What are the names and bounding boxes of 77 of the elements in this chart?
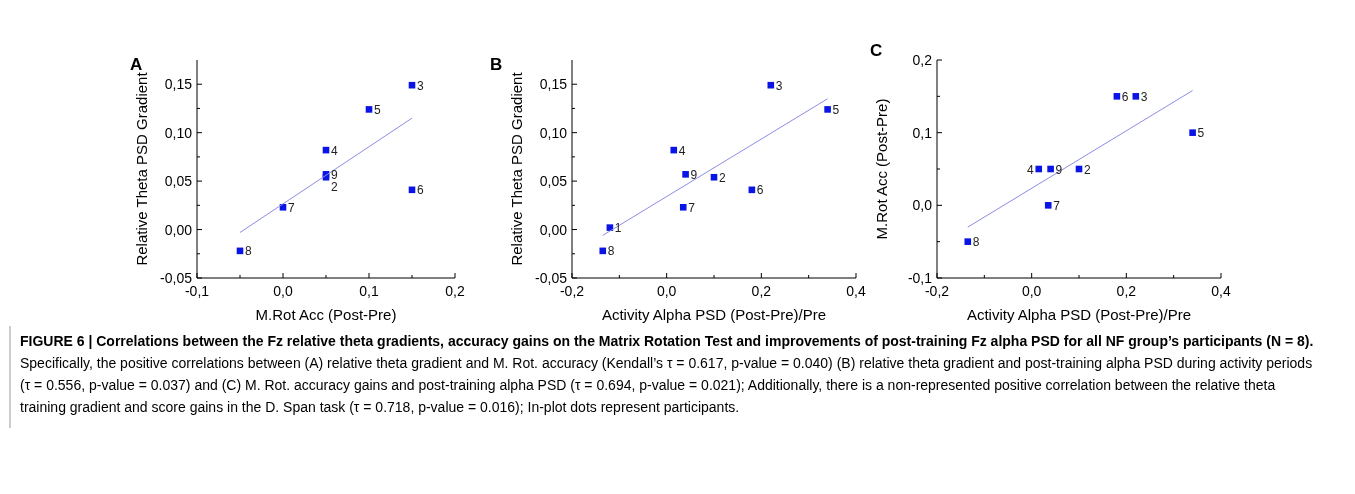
y-tick-label: 0,00 — [539, 221, 568, 238]
annotation: 3 — [775, 78, 783, 93]
x-tick-label: -0,2 — [559, 283, 585, 299]
chart-title: B — [490, 55, 503, 74]
x-axis-title: M.Rot Acc (Post-Pre) — [255, 306, 397, 323]
annotation: 8 — [607, 244, 615, 259]
x-tick-label: 0,2 — [751, 283, 772, 299]
text: Specifically, the positive correlations between (A) relative theta gradient and M. Rot. accuracy (Kendall’s τ = 0.617, p-value = 0.040) (B) relative theta gradient and post-training alpha PSD during activity periods (τ = 0.556, p-value = 0.037) and (C) M. Rot. accuracy gains and post-training alpha PSD (τ = 0.694, p-value = 0.021); Additionally, there is a non-represented positive correlation between the relative theta training gradient and score gains in the D. Span task (τ = 0.718, p-value = 0.016); In-plot dots represent participants. — [20, 355, 1313, 415]
y-axis-title: Relative Theta PSD Gradient — [133, 71, 150, 266]
y-tick-label: 0,15 — [539, 76, 568, 93]
annotation: 5 — [1197, 126, 1205, 141]
annotation: 7 — [1053, 198, 1061, 213]
point — [964, 238, 972, 245]
annotation: 2 — [1084, 162, 1091, 177]
annotation: 7 — [288, 200, 295, 215]
y-tick-label: -0,1 — [907, 270, 933, 286]
y-tick-label: -0,05 — [160, 270, 193, 286]
annotation: 4 — [331, 143, 338, 158]
x-tick-label: -0,2 — [924, 283, 950, 299]
y-tick-label: 0,05 — [164, 173, 193, 190]
point — [1047, 165, 1054, 173]
point — [1035, 165, 1043, 173]
annotation: 2 — [331, 179, 338, 194]
annotation: 6 — [756, 183, 764, 198]
y-tick-label: -0,05 — [535, 270, 568, 286]
point — [824, 106, 831, 113]
y-tick-label: 0,1 — [912, 124, 933, 141]
annotation: 7 — [688, 200, 696, 215]
annotation: 6 — [1121, 89, 1129, 104]
annotation: 9 — [331, 167, 338, 182]
y-tick-label: 0,0 — [912, 197, 933, 214]
point — [1113, 93, 1121, 100]
x-tick-label: 0,2 — [1116, 283, 1137, 299]
y-tick-label: 0,15 — [164, 76, 193, 93]
annotation: 5 — [832, 102, 840, 117]
x-tick-label: 0,2 — [445, 283, 465, 299]
y-axis-title: M.Rot Acc (Post-Pre) — [873, 98, 890, 240]
annotation: 4 — [1027, 162, 1035, 177]
annotation: 1 — [614, 221, 622, 236]
x-tick-label: -0,1 — [184, 283, 210, 299]
x-axis-title: Activity Alpha PSD (Post-Pre)/Pre — [601, 306, 827, 323]
y-tick-label: 0,00 — [164, 221, 193, 238]
annotation: 9 — [1055, 162, 1063, 177]
x-tick-label: 0,4 — [1211, 283, 1231, 299]
point — [1189, 129, 1196, 136]
y-tick-label: 0,2 — [912, 52, 933, 68]
text: FIGURE 6 | Correlations between the Fz relative theta gradients, accuracy gains on the Matrix Rotation Test and improvements of post-training Fz alpha PSD for all NF group’s participants (N = 8). — [20, 333, 1314, 349]
annotation: 3 — [417, 78, 424, 93]
annotation: 6 — [417, 183, 424, 198]
annotation: 8 — [245, 244, 252, 259]
y-tick-label: 0,10 — [539, 124, 568, 141]
point — [767, 81, 775, 89]
chart-title: A — [130, 55, 143, 74]
x-tick-label: 0,0 — [1021, 283, 1042, 299]
annotation: 9 — [690, 167, 698, 182]
annotation: 2 — [719, 170, 726, 185]
point — [710, 173, 718, 181]
annotation: 5 — [374, 102, 381, 117]
point — [365, 106, 373, 113]
point — [679, 203, 687, 211]
annotation: 8 — [972, 235, 980, 250]
annotation: 4 — [678, 143, 686, 158]
annotation: 3 — [1140, 89, 1148, 104]
x-tick-label: 0,0 — [656, 283, 677, 299]
point — [1044, 202, 1052, 209]
point — [670, 146, 678, 154]
chart-title: C — [870, 41, 883, 60]
x-tick-label: 0,0 — [273, 283, 293, 299]
y-axis-title: Relative Theta PSD Gradient — [508, 71, 525, 266]
y-tick-label: 0,05 — [539, 173, 568, 190]
y-tick-label: 0,10 — [164, 124, 193, 141]
x-tick-label: 0,1 — [359, 283, 379, 299]
point — [1132, 93, 1140, 100]
x-axis-title: Activity Alpha PSD (Post-Pre)/Pre — [966, 306, 1192, 323]
point — [599, 247, 607, 255]
x-tick-label: 0,4 — [846, 283, 866, 299]
point — [682, 171, 689, 178]
